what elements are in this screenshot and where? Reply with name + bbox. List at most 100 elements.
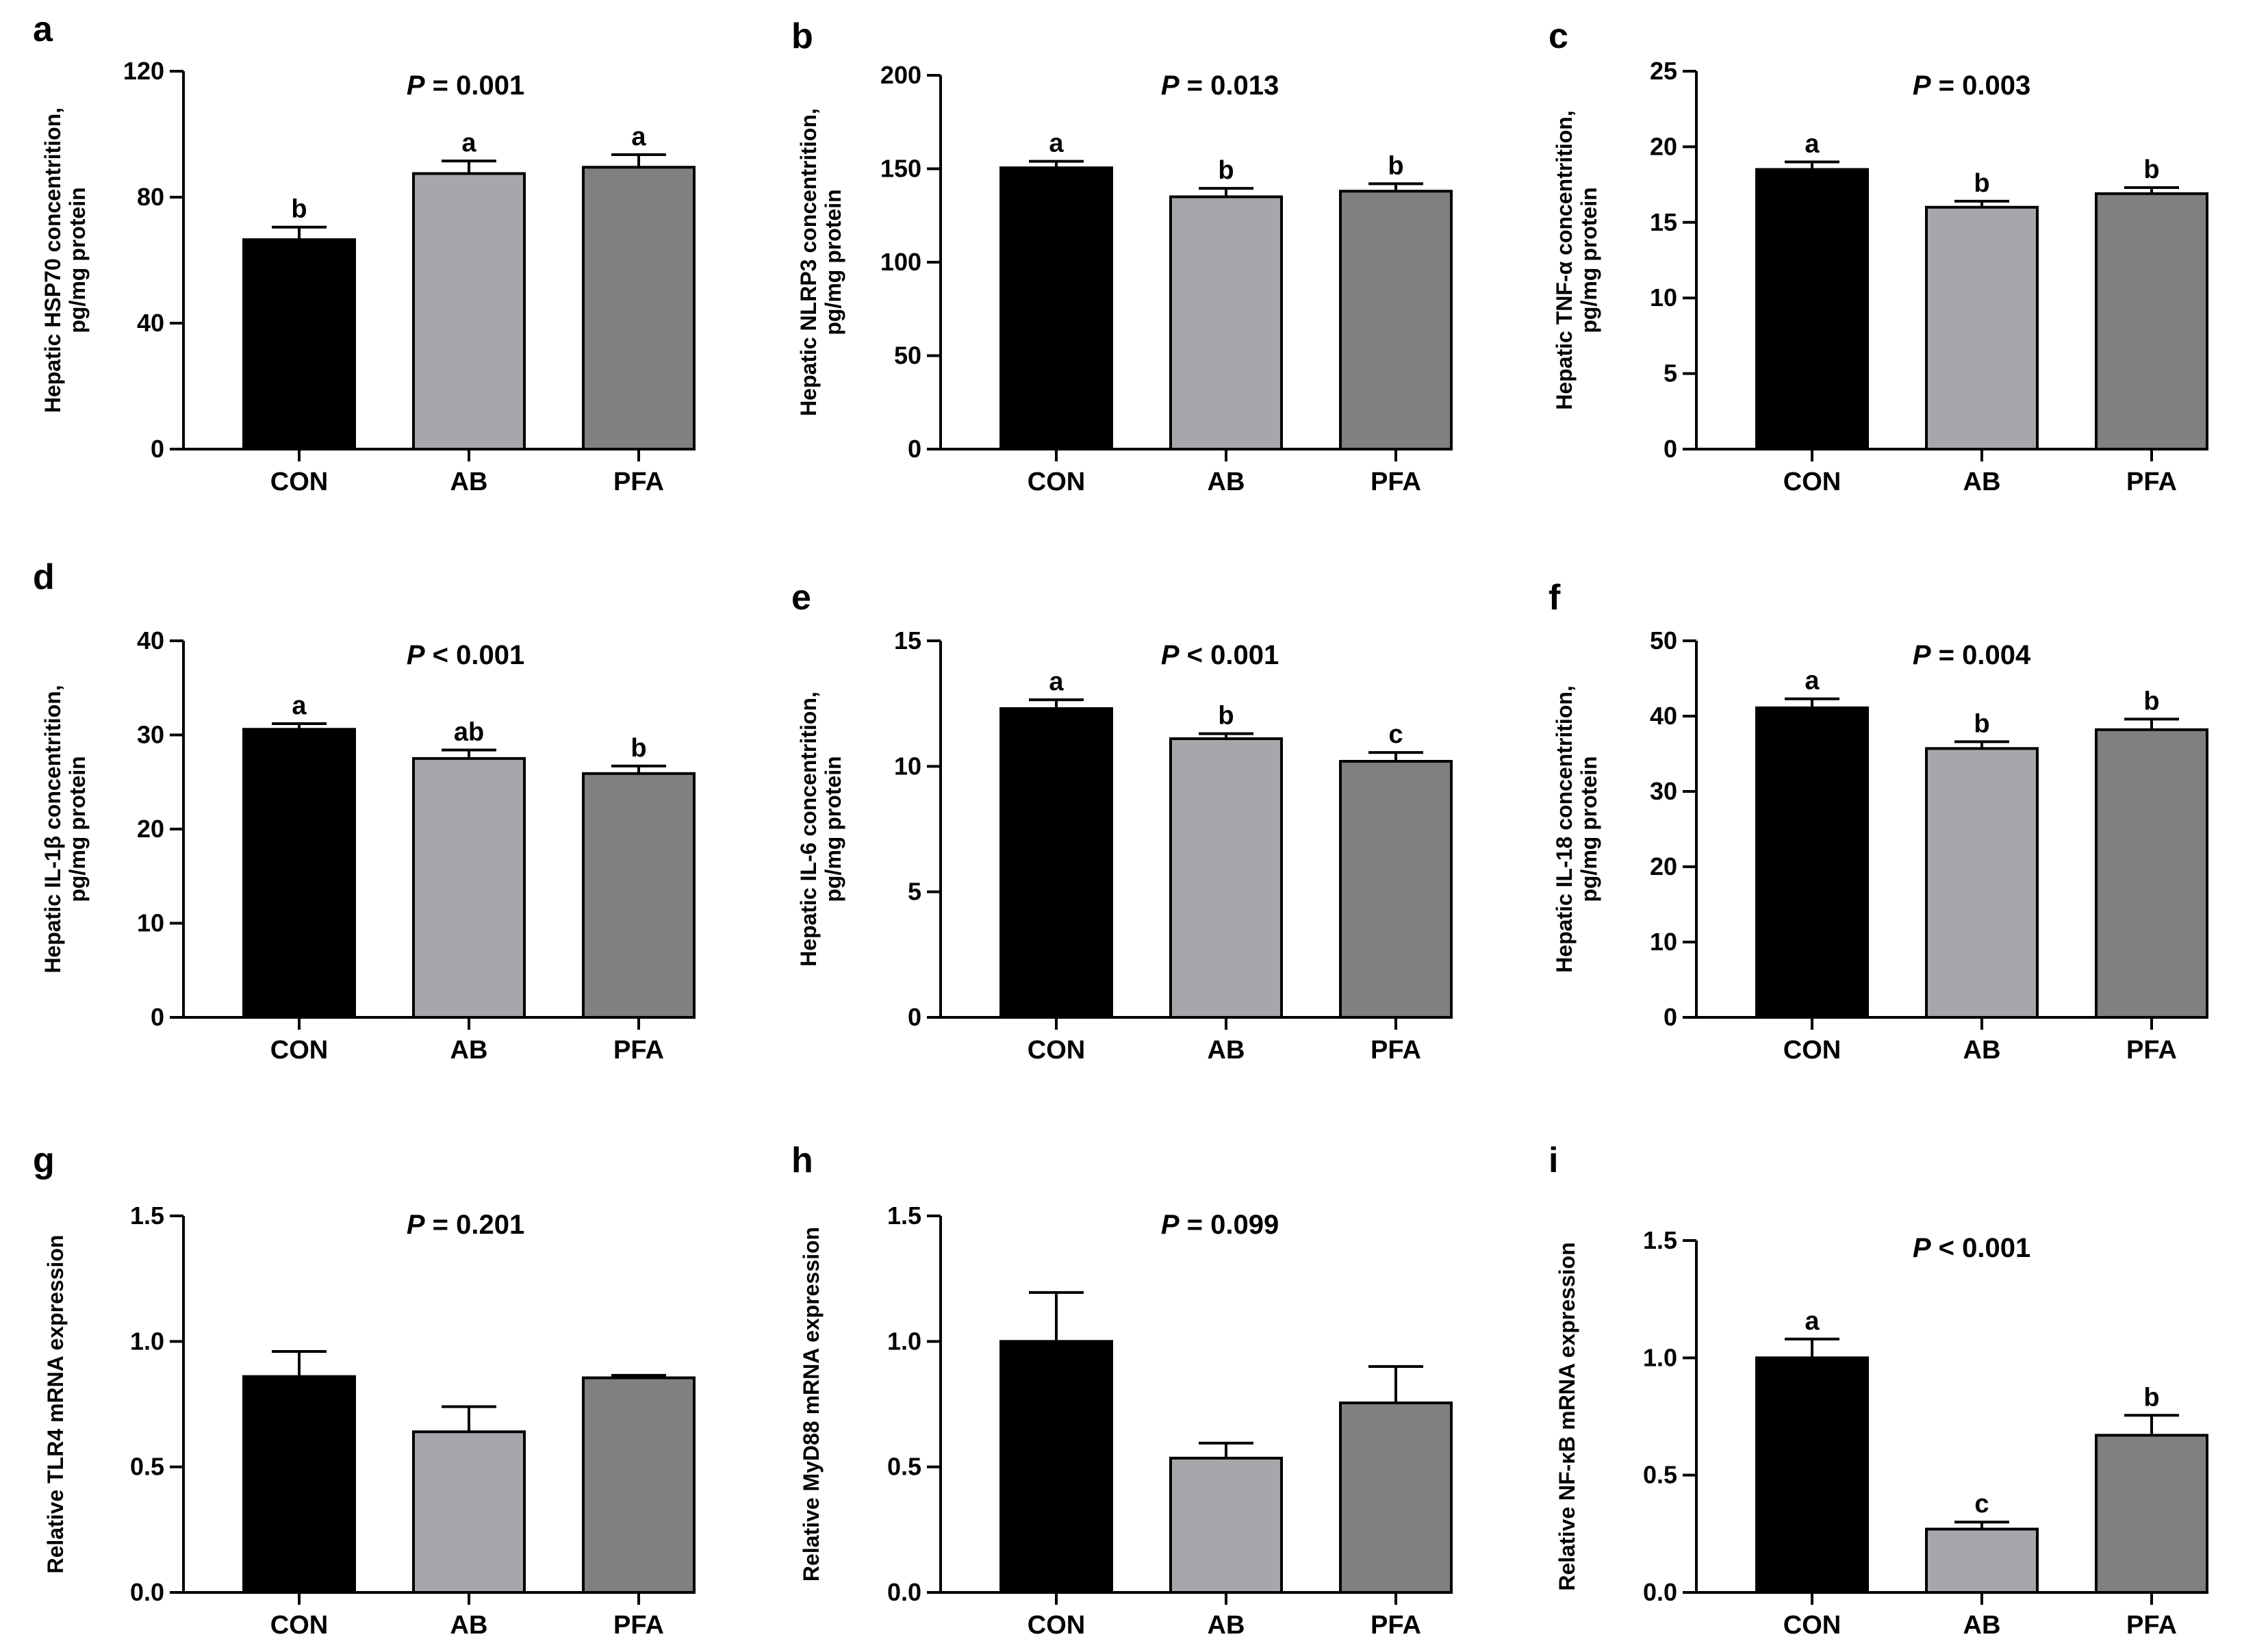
y-axis-label: Hepatic NLRP3 concentrition,pg/mg protei…	[796, 108, 845, 416]
y-tick-label: 25	[1650, 57, 1677, 85]
bar-con	[1755, 1356, 1869, 1594]
significance-letter: a	[461, 129, 476, 157]
bar-pfa	[582, 772, 696, 1019]
panel-i: i P < 0.001 Relative NF-κB mRNA expression…	[1549, 1141, 2208, 1640]
y-axis-label-line: Relative MyD88 mRNA expression	[799, 1227, 824, 1581]
significance-letter: a	[292, 691, 307, 720]
panel-e: e P < 0.001 Hepatic IL-6 concentrition,pg/…	[791, 578, 1453, 1065]
p-value-label: P = 0.004	[1913, 640, 2031, 670]
y-tick-label: 10	[137, 909, 164, 937]
y-tick-label: 150	[880, 155, 921, 183]
p-value-text: < 0.001	[425, 640, 525, 670]
x-tick-label-con: CON	[1028, 1036, 1085, 1065]
y-axis-label: Hepatic TNF-α concentrition,pg/mg protei…	[1552, 110, 1601, 409]
y-tick-label: 100	[880, 248, 921, 276]
x-tick-label-con: CON	[270, 1611, 328, 1640]
panel-letter: e	[791, 578, 811, 618]
p-value-symbol: P	[1913, 1233, 1931, 1263]
y-tick-label: 50	[1650, 626, 1677, 655]
significance-letter: b	[1974, 169, 1989, 198]
y-axis-label-line: pg/mg protein	[821, 756, 845, 902]
panel-d: d P < 0.001 Hepatic IL-1β concentrition,pg…	[33, 557, 696, 1065]
y-tick-label: 120	[123, 57, 164, 85]
bar-ab	[1925, 205, 2039, 450]
y-tick-label: 10	[1650, 283, 1677, 312]
y-axis-label-line: Hepatic IL-6 concentrition,	[796, 691, 821, 967]
x-tick-label-pfa: PFA	[1371, 1611, 1421, 1640]
y-tick-label: 0	[1664, 1003, 1677, 1031]
y-axis-label-line: pg/mg protein	[1577, 187, 1601, 333]
significance-letter: b	[2143, 155, 2159, 184]
y-axis-label-line: Hepatic HSP70 concentrition,	[40, 107, 65, 413]
y-axis-label-line: pg/mg protein	[65, 756, 90, 902]
p-value-symbol: P	[1161, 71, 1180, 101]
x-tick-label-ab: AB	[450, 1611, 488, 1640]
y-tick-label: 1.5	[130, 1202, 164, 1230]
y-axis-label-line: Relative TLR4 mRNA expression	[43, 1235, 68, 1574]
significance-letter: a	[1805, 129, 1820, 158]
y-axis-label-line: Hepatic IL-1β concentrition,	[40, 685, 65, 973]
bar-ab	[1169, 737, 1283, 1019]
y-tick-label: 1.5	[1643, 1226, 1677, 1254]
y-tick-label: 30	[1650, 777, 1677, 805]
x-tick-label-con: CON	[270, 468, 328, 496]
y-tick-label: 40	[137, 309, 164, 337]
p-value-text: = 0.003	[1931, 71, 2031, 101]
bar-pfa	[1339, 190, 1453, 450]
panel-letter: a	[33, 10, 53, 49]
y-tick-label: 0.0	[130, 1578, 164, 1606]
significance-letter: a	[1805, 1307, 1820, 1336]
y-tick-label: 15	[1650, 208, 1677, 236]
x-tick-label-ab: AB	[1963, 1611, 2001, 1640]
y-axis-label-line: Relative NF-κB mRNA expression	[1555, 1242, 1579, 1590]
bar-pfa	[582, 1376, 696, 1594]
y-axis-label-line: pg/mg protein	[65, 187, 90, 333]
y-tick-label: 15	[894, 626, 921, 655]
p-value-label: P = 0.001	[407, 71, 524, 101]
bar-pfa	[1339, 1401, 1453, 1594]
y-tick-label: 10	[894, 752, 921, 780]
y-tick-label: 0	[151, 1003, 164, 1031]
x-tick-label-pfa: PFA	[1371, 468, 1421, 496]
y-tick-label: 0	[151, 435, 164, 463]
y-axis-label: Relative NF-κB mRNA expression	[1555, 1242, 1579, 1590]
x-tick-label-pfa: PFA	[1371, 1036, 1421, 1065]
panel-letter: d	[33, 557, 55, 597]
p-value-label: P < 0.001	[1913, 1233, 2030, 1263]
significance-letter: b	[291, 195, 307, 224]
p-value-label: P = 0.003	[1913, 71, 2030, 101]
p-value-text: < 0.001	[1180, 640, 1279, 670]
bar-con	[242, 728, 356, 1019]
y-axis-label-line: Hepatic IL-18 concentrition,	[1552, 685, 1577, 973]
bar-con	[999, 166, 1113, 450]
p-value-symbol: P	[1913, 640, 1931, 670]
y-tick-label: 0	[1664, 435, 1677, 463]
x-tick-label-pfa: PFA	[613, 468, 664, 496]
y-axis-label: Relative MyD88 mRNA expression	[799, 1227, 824, 1581]
p-value-label: P < 0.001	[407, 640, 524, 670]
bar-ab	[1169, 195, 1283, 450]
y-tick-label: 0	[908, 1003, 921, 1031]
x-tick-label-pfa: PFA	[2126, 1611, 2177, 1640]
y-tick-label: 30	[137, 721, 164, 749]
p-value-symbol: P	[1161, 1210, 1180, 1240]
significance-letter: a	[1805, 667, 1820, 696]
bar-pfa	[2095, 1434, 2208, 1594]
y-tick-label: 0.5	[130, 1453, 164, 1481]
y-tick-label: 20	[137, 815, 164, 843]
significance-letter: a	[1049, 668, 1064, 696]
panel-c: c P = 0.003 Hepatic TNF-α concentrition,pg…	[1549, 16, 2208, 496]
x-tick-label-ab: AB	[1963, 1036, 2001, 1065]
significance-letter: c	[1974, 1490, 1989, 1518]
y-axis-label-line: pg/mg protein	[1577, 756, 1601, 902]
significance-letter: b	[1218, 702, 1234, 730]
y-tick-label: 40	[1650, 702, 1677, 730]
panel-b: b P = 0.013 Hepatic NLRP3 concentrition,pg…	[791, 16, 1453, 496]
y-tick-label: 10	[1650, 928, 1677, 956]
x-tick-label-pfa: PFA	[613, 1036, 664, 1065]
y-axis-label-line: Hepatic NLRP3 concentrition,	[796, 108, 821, 416]
y-tick-label: 0.5	[887, 1453, 921, 1481]
y-tick-label: 0	[908, 435, 921, 463]
p-value-text: = 0.099	[1180, 1210, 1279, 1240]
